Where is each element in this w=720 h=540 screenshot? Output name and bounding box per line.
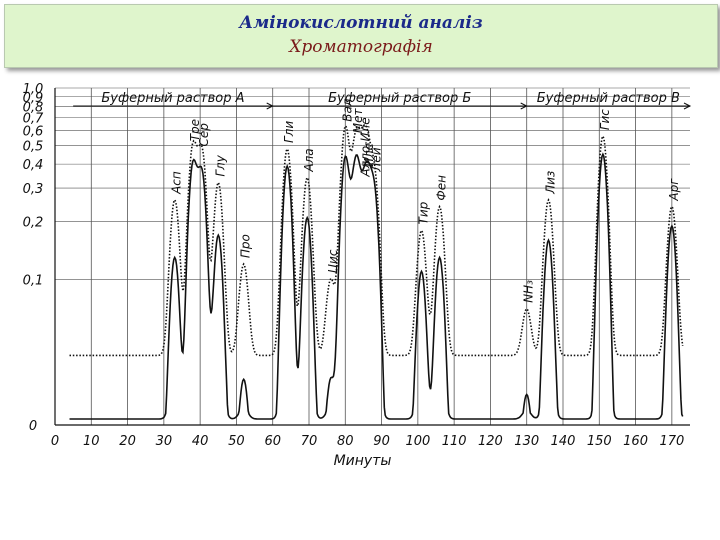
y-tick-label: 0,8 [23,101,44,116]
x-tick-label: 70 [301,434,318,449]
chromatogram-line-lower [69,152,684,420]
buffer-arrowhead [683,102,692,110]
x-tick-label: 20 [119,434,136,449]
x-tick-label: 170 [659,434,684,449]
x-axis-title: Минуты [334,453,392,469]
y-tick-label: 0 [29,419,37,434]
x-tick-label: 30 [156,434,173,449]
x-tick-label: 160 [623,434,648,449]
x-tick-label: 0 [51,434,59,449]
buffer-label: Буферный раствор А [101,91,244,106]
peak-label: NH₃ [522,280,536,303]
peak-label: Цис [326,249,340,273]
peak-label: Про [239,234,253,258]
buffer-arrowhead [266,102,274,110]
chromatogram-line-upper [69,124,684,357]
peak-label: Мет [351,107,365,133]
x-tick-label: 120 [478,434,503,449]
y-tick-label: 1,0 [23,82,44,97]
y-tick-label: 0,5 [23,140,44,155]
slide-header: Амінокислотний аналіз Хроматографія [4,4,718,68]
peak-label: Тир [416,201,430,224]
peak-label: Гли [282,121,296,143]
peak-label: Алло-Иле [358,117,372,177]
y-tick-label: 0,6 [23,124,44,139]
slide-subtitle: Хроматографія [289,37,433,57]
x-tick-label: 150 [587,434,612,449]
peak-label: Лиз [543,171,557,195]
peak-label: Лей [369,147,383,172]
x-tick-label: 140 [551,434,576,449]
x-tick-label: 110 [442,434,467,449]
x-tick-label: 100 [405,434,430,449]
peak-label: Ала [302,148,316,172]
x-tick-label: 130 [514,434,539,449]
y-tick-label: 0,7 [23,112,44,127]
y-tick-label: 0,3 [23,182,44,197]
x-tick-label: 50 [228,434,245,449]
buffer-label: Буферный раствор В [537,91,680,106]
y-tick-label: 0,9 [23,91,44,106]
x-tick-label: 10 [83,434,100,449]
y-tick-label: 0,4 [23,158,44,173]
peak-label: Асп [170,171,184,195]
buffer-arrowhead [520,102,528,110]
x-tick-label: 80 [337,434,354,449]
y-tick-label: 0,1 [23,273,44,288]
buffer-label: Буферный раствор Б [328,91,471,106]
x-tick-label: 40 [192,434,209,449]
peak-label: Иле [362,143,376,167]
peak-label: Арг [667,178,681,202]
peak-label: Фен [435,175,449,201]
x-tick-label: 90 [373,434,390,449]
peak-label: Тре [188,119,202,141]
peak-label: Глу [213,154,227,176]
peak-label: Гис [598,109,612,130]
x-tick-label: 60 [264,434,281,449]
peak-label: Сер [197,123,211,147]
peak-label: Вал [340,98,354,122]
y-tick-label: 0,2 [23,216,44,231]
slide-title: Амінокислотний аналіз [239,13,483,33]
